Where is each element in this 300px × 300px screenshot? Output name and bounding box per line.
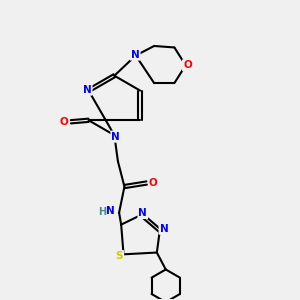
Text: O: O [183,60,192,70]
Text: S: S [116,251,123,261]
Text: N: N [83,85,92,95]
Text: O: O [149,178,158,188]
Text: N: N [131,50,140,60]
Text: N: N [139,208,147,218]
Text: O: O [60,117,69,127]
Text: N: N [106,206,115,216]
Text: N: N [160,224,168,234]
Text: H: H [98,207,106,217]
Text: N: N [111,132,120,142]
